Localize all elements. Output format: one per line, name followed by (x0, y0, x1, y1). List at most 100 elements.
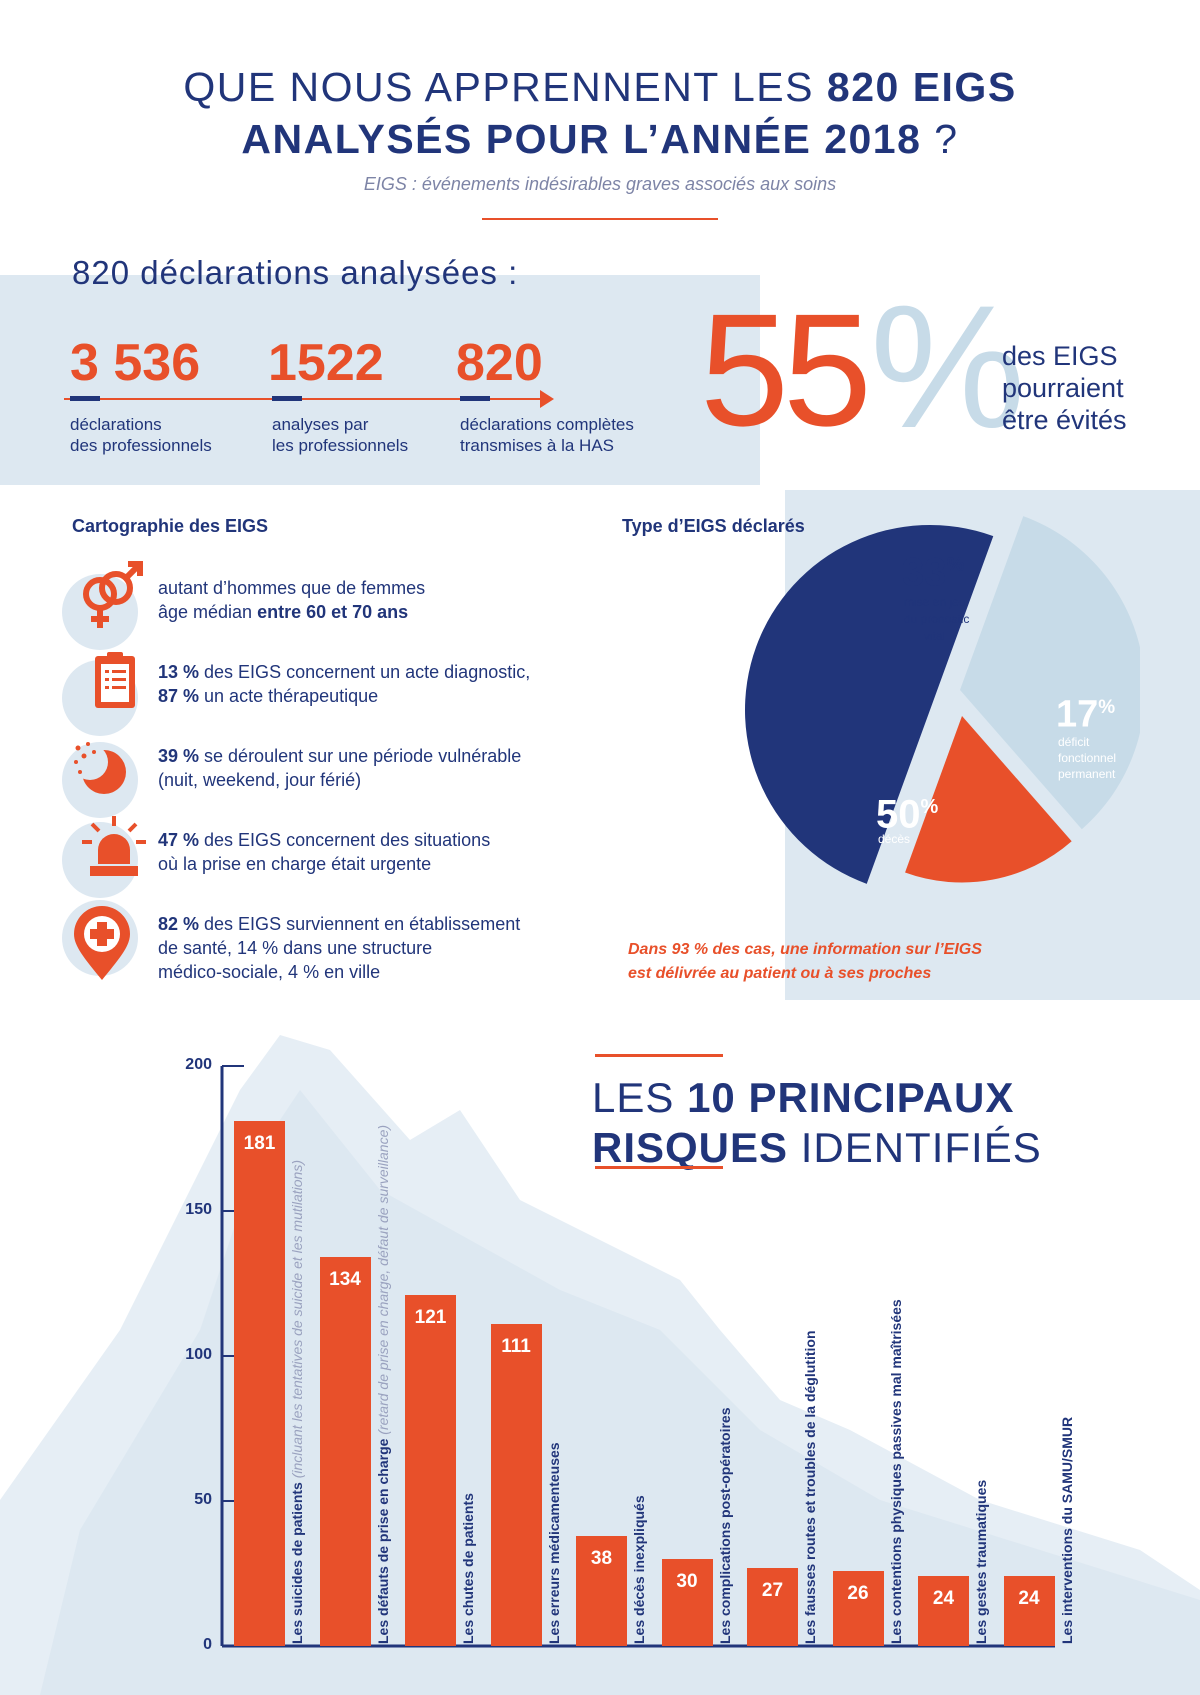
carto-text: des EIGS concernent des situations (199, 830, 491, 850)
title-divider (482, 218, 718, 220)
slice-desc-line: permanent (1058, 767, 1116, 781)
declarations-background (0, 275, 760, 485)
chart-title-emphasis: 10 PRINCIPAUX (687, 1074, 1015, 1121)
carto-emphasis: 82 % (158, 914, 200, 934)
page-title-line1: QUE NOUS APPRENNENT LES 820 EIGS (0, 64, 1200, 111)
carto-line: autant d’hommes que de femmes (158, 578, 426, 598)
declarations-label: déclarations des professionnels (70, 414, 212, 456)
avoidable-label: des EIGS pourraient être évités (1002, 340, 1127, 436)
carto-line: de santé, 14 % dans une structure (158, 938, 433, 958)
location-cross-icon (74, 906, 130, 980)
title-part: ? (921, 116, 959, 162)
analyses-label: analyses par les professionnels (272, 414, 408, 456)
chart-title-emphasis: RISQUES (592, 1124, 789, 1171)
siren-icon (82, 816, 146, 876)
complete-declarations-label: déclarations complètes transmises à la HA… (460, 414, 634, 456)
title-part: QUE NOUS APPRENNENT LES (183, 64, 827, 110)
slice-sign: % (946, 554, 965, 576)
carto-line: 39 % se déroulent sur une période vulnér… (158, 744, 521, 768)
chart-title-part: IDENTIFIÉS (788, 1124, 1042, 1171)
slice-sign: % (1098, 697, 1116, 718)
label-line: des EIGS (1002, 341, 1118, 371)
carto-line: 13 % des EIGS concernent un acte diagnos… (158, 660, 530, 684)
slice-pct: 17% (1056, 688, 1115, 735)
carto-emphasis: 39 % (158, 746, 200, 766)
label-line: des professionnels (70, 436, 212, 455)
carto-text: se déroulent sur une période vulnérable (199, 746, 522, 766)
carto-text: des EIGS surviennent en établissement (199, 914, 521, 934)
note-line: est délivrée au patient ou à ses proches (628, 965, 932, 982)
declarations-title: 820 déclarations analysées : (72, 254, 519, 291)
label-line: pourraient (1002, 373, 1124, 403)
avoidable-percent-sign: % (870, 270, 1026, 465)
slice-label-deficit: 17% (1056, 688, 1115, 735)
information-note: Dans 93 % des cas, une information sur l… (628, 938, 982, 986)
divider-dash (272, 396, 302, 401)
carto-emphasis: entre 60 et 70 ans (257, 602, 409, 622)
title-emphasis: ANALYSÉS POUR L’ANNÉE 2018 (241, 116, 922, 162)
slice-value: 17 (1056, 693, 1099, 736)
page-title-line2: ANALYSÉS POUR L’ANNÉE 2018 ? (0, 116, 1200, 163)
label-line: déclarations (70, 415, 162, 434)
slice-label-deces: 50% (876, 786, 938, 835)
clipboard-icon (95, 652, 135, 708)
gender-icon (83, 561, 143, 628)
slice-value: 33 (902, 550, 947, 595)
slice-desc-line: fonctionnel (1058, 751, 1117, 765)
carto-item-location: 82 % des EIGS surviennent en établisseme… (158, 912, 520, 984)
carto-line: 87 % un acte thérapeutique (158, 684, 530, 708)
slice-desc-deficit: déficit fonctionnel permanent (1058, 734, 1116, 782)
carto-item-period: 39 % se déroulent sur une période vulnér… (158, 744, 521, 792)
analyses-count: 1522 (268, 334, 384, 392)
slice-pct: 33% (902, 544, 964, 593)
process-arrow-line (64, 398, 544, 400)
pie-slice-deficit (905, 716, 1072, 883)
carto-item-acts: 13 % des EIGS concernent un acte diagnos… (158, 660, 530, 708)
avoidable-percent-value: 55 (700, 280, 872, 459)
label-line: analyses par (272, 415, 369, 434)
carto-text: des EIGS concernent un acte diagnostic, (199, 662, 531, 682)
slice-desc-deces: décès (878, 832, 911, 846)
slice-desc-line: vital (924, 629, 946, 643)
band-edge (700, 275, 760, 485)
slice-desc-line: déficit (1058, 735, 1090, 749)
label-line: transmises à la HAS (460, 436, 614, 455)
chart-title-part: LES (592, 1074, 688, 1121)
slice-label-vital: 33% (902, 544, 964, 593)
slice-value: 50 (876, 792, 921, 837)
carto-item-urgent: 47 % des EIGS concernent des situations … (158, 828, 490, 876)
chart-title-line1: LES 10 PRINCIPAUX (592, 1074, 1014, 1122)
arrow-head-icon (540, 390, 554, 408)
divider-dash (460, 396, 490, 401)
divider-dash (70, 396, 100, 401)
carto-line: où la prise en charge était urgente (158, 854, 432, 874)
title-emphasis: 820 EIGS (826, 64, 1017, 110)
page-subtitle: EIGS : événements indésirables graves as… (363, 174, 837, 194)
carto-line: (nuit, weekend, jour férié) (158, 770, 362, 790)
declarations-count: 3 536 (70, 334, 201, 392)
carto-line: médico-sociale, 4 % en ville (158, 962, 381, 982)
label-line: les professionnels (272, 436, 409, 455)
carto-line: âge médian entre 60 et 70 ans (158, 600, 425, 624)
pie-slice-vital (960, 516, 1140, 830)
types-title: Type d’EIGS déclarés (622, 516, 805, 536)
chart-title-rule (595, 1054, 723, 1057)
slice-pct: 50% (876, 786, 938, 835)
types-pie-chart (745, 516, 1140, 884)
note-line: Dans 93 % des cas, une information sur l… (628, 941, 982, 958)
slice-desc-line: du pronostic (904, 612, 970, 626)
slice-sign: % (920, 796, 939, 818)
chart-title-underline (595, 1166, 723, 1169)
complete-declarations-count: 820 (456, 334, 543, 392)
pie-slice-deces (745, 525, 994, 884)
carto-emphasis: 47 % (158, 830, 200, 850)
carto-line: 82 % des EIGS surviennent en établisseme… (158, 912, 520, 936)
carto-line: 47 % des EIGS concernent des situations (158, 828, 490, 852)
chart-title-line2: RISQUES IDENTIFIÉS (592, 1124, 1042, 1172)
label-line: déclarations complètes (460, 415, 634, 434)
carto-item-gender: autant d’hommes que de femmes âge médian… (158, 576, 425, 624)
slice-desc-vital: mise en jeu du pronostic vital (904, 594, 969, 645)
label-line: être évités (1002, 405, 1127, 435)
slice-desc-line: mise en jeu (904, 595, 966, 609)
carto-text: un acte thérapeutique (199, 686, 379, 706)
